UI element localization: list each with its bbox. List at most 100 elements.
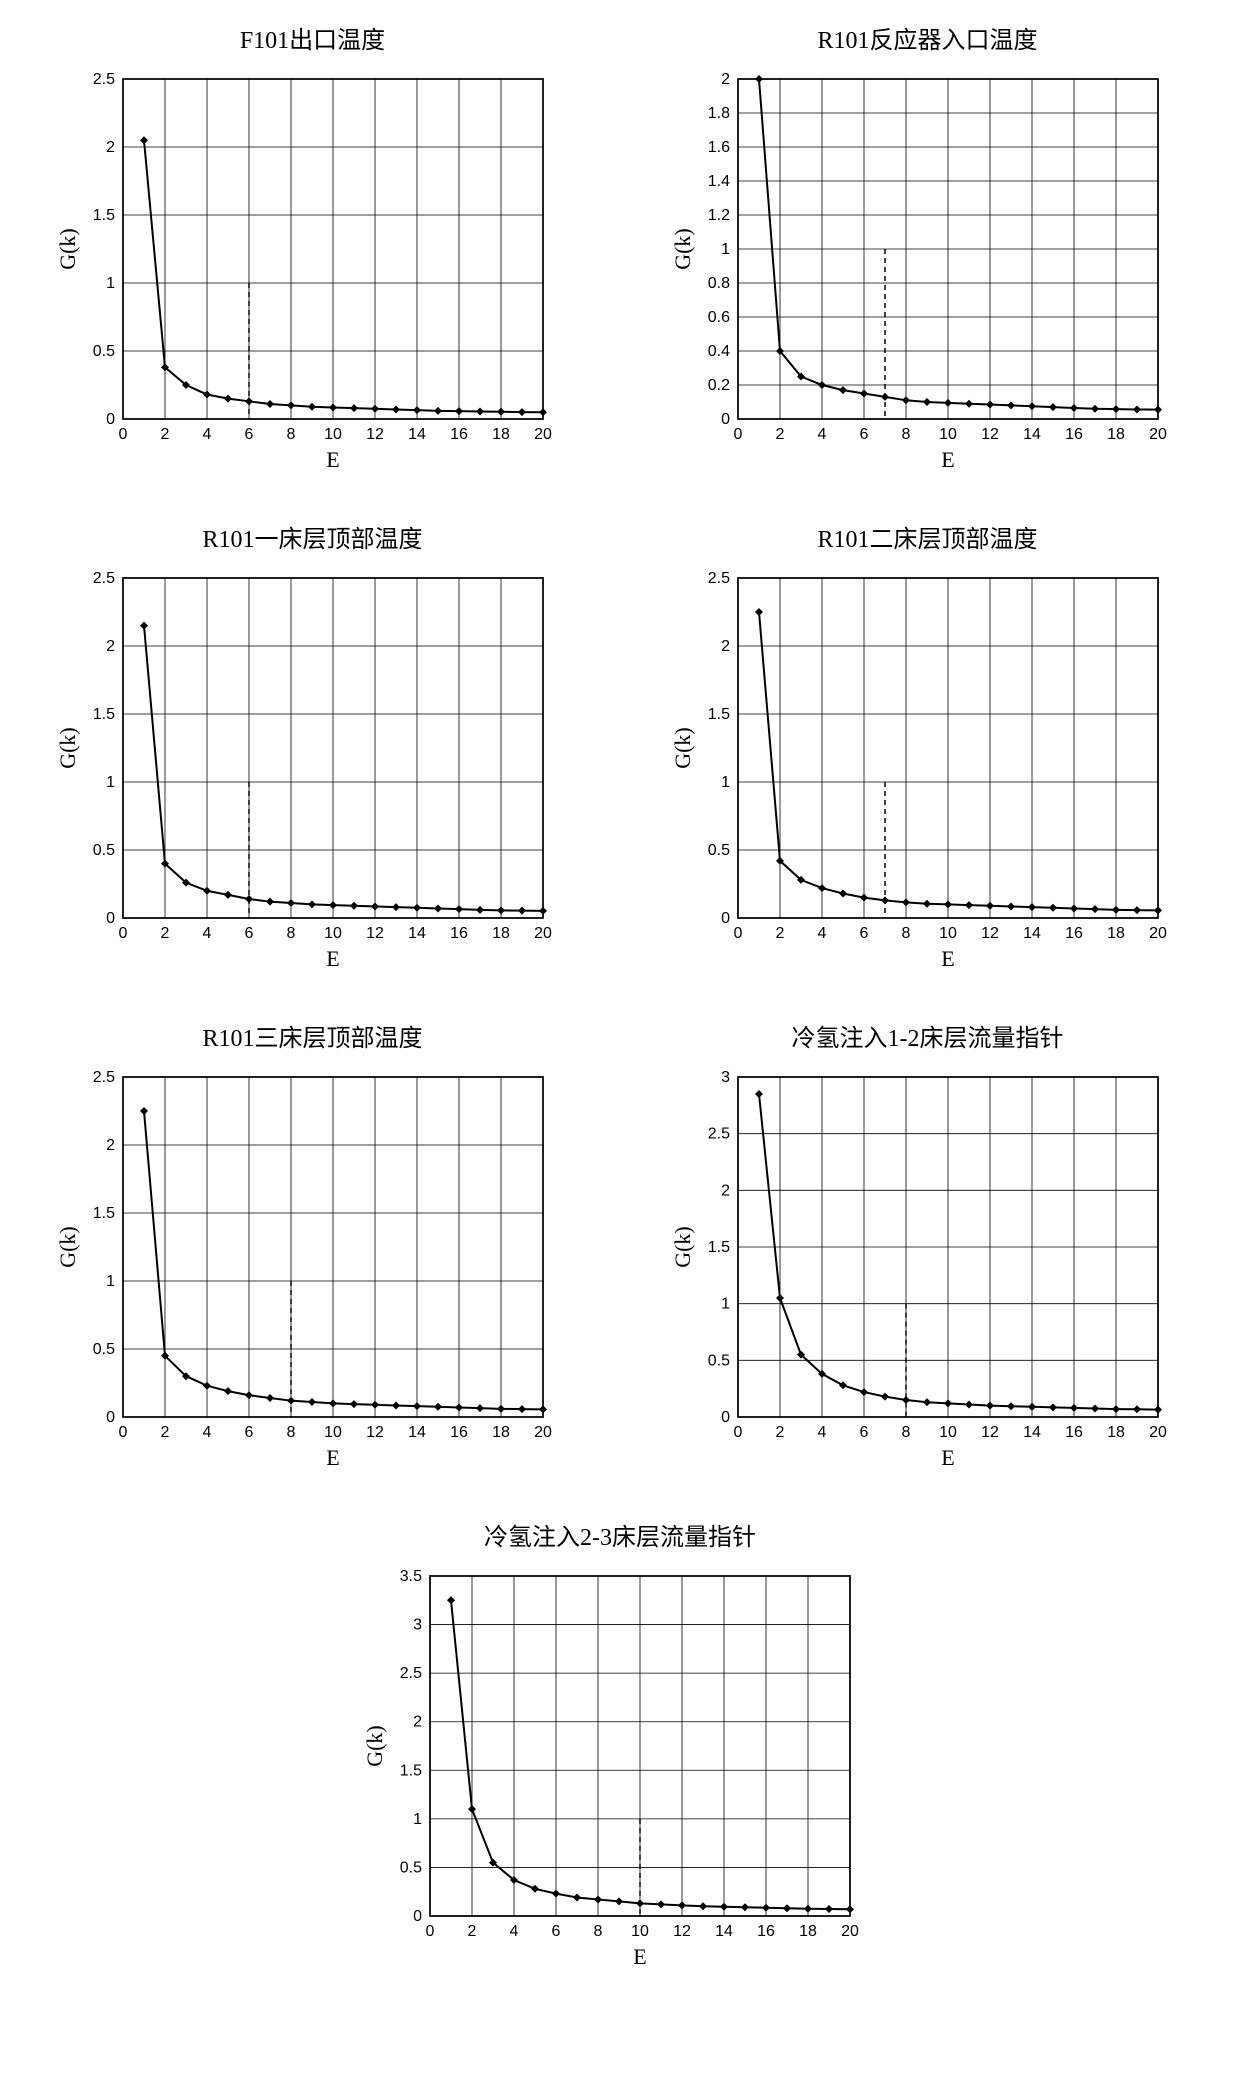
x-tick-label: 2 bbox=[775, 925, 784, 942]
y-tick-label: 2 bbox=[106, 638, 115, 655]
x-tick-label: 14 bbox=[1023, 426, 1041, 443]
x-tick-label: 18 bbox=[1107, 426, 1125, 443]
x-tick-label: 12 bbox=[366, 1424, 384, 1441]
y-tick-label: 1 bbox=[106, 275, 115, 292]
x-tick-label: 10 bbox=[631, 1923, 649, 1940]
chart-panel: 冷氢注入1-2床层流量指针0246810121416182000.511.522… bbox=[635, 1018, 1220, 1477]
x-tick-label: 8 bbox=[901, 925, 910, 942]
x-tick-label: 6 bbox=[859, 426, 868, 443]
x-tick-label: 12 bbox=[981, 1424, 999, 1441]
y-tick-label: 0.4 bbox=[707, 343, 729, 360]
y-tick-label: 1 bbox=[413, 1811, 422, 1828]
x-tick-label: 18 bbox=[492, 925, 510, 942]
y-tick-label: 1.6 bbox=[707, 139, 729, 156]
x-tick-label: 20 bbox=[534, 426, 552, 443]
y-tick-label: 2 bbox=[721, 71, 730, 88]
y-axis-label: G(k) bbox=[55, 228, 80, 270]
y-axis-label: G(k) bbox=[55, 1226, 80, 1268]
y-tick-label: 1 bbox=[106, 1273, 115, 1290]
x-tick-label: 12 bbox=[366, 426, 384, 443]
y-tick-label: 2 bbox=[106, 1137, 115, 1154]
y-tick-label: 3 bbox=[413, 1617, 422, 1634]
x-tick-label: 14 bbox=[408, 1424, 426, 1441]
x-tick-label: 14 bbox=[1023, 925, 1041, 942]
y-axis-label: G(k) bbox=[670, 228, 695, 270]
x-tick-label: 4 bbox=[202, 925, 211, 942]
x-tick-label: 4 bbox=[817, 426, 826, 443]
y-tick-label: 0.5 bbox=[92, 343, 114, 360]
x-tick-label: 4 bbox=[817, 925, 826, 942]
chart-title: R101二床层顶部温度 bbox=[817, 519, 1037, 554]
x-tick-label: 14 bbox=[1023, 1424, 1041, 1441]
x-tick-label: 20 bbox=[1149, 925, 1167, 942]
y-tick-label: 2 bbox=[106, 139, 115, 156]
y-tick-label: 1.4 bbox=[707, 173, 729, 190]
y-tick-label: 2 bbox=[721, 638, 730, 655]
x-tick-label: 14 bbox=[715, 1923, 733, 1940]
x-axis-label: E bbox=[633, 1944, 646, 1969]
y-tick-label: 0 bbox=[106, 910, 115, 927]
y-tick-label: 0 bbox=[106, 411, 115, 428]
y-axis-label: G(k) bbox=[55, 727, 80, 769]
x-axis-label: E bbox=[326, 447, 339, 472]
x-axis-label: E bbox=[326, 946, 339, 971]
x-tick-label: 4 bbox=[202, 426, 211, 443]
x-tick-label: 16 bbox=[1065, 426, 1083, 443]
x-tick-label: 10 bbox=[324, 1424, 342, 1441]
chart-panel: R101二床层顶部温度0246810121416182000.511.522.5… bbox=[635, 519, 1220, 978]
x-axis-label: E bbox=[941, 1445, 954, 1470]
x-tick-label: 8 bbox=[286, 1424, 295, 1441]
x-tick-label: 2 bbox=[160, 925, 169, 942]
chart-title: R101反应器入口温度 bbox=[817, 20, 1037, 55]
x-tick-label: 0 bbox=[118, 1424, 127, 1441]
y-tick-label: 2.5 bbox=[92, 1069, 114, 1086]
x-tick-label: 14 bbox=[408, 925, 426, 942]
y-tick-label: 0.5 bbox=[92, 842, 114, 859]
x-tick-label: 12 bbox=[366, 925, 384, 942]
chart-title: R101三床层顶部温度 bbox=[202, 1018, 422, 1053]
chart-panel: R101三床层顶部温度0246810121416182000.511.522.5… bbox=[20, 1018, 605, 1477]
x-tick-label: 16 bbox=[1065, 1424, 1083, 1441]
chart-panel: R101反应器入口温度0246810121416182000.20.40.60.… bbox=[635, 20, 1220, 479]
y-tick-label: 2.5 bbox=[707, 570, 729, 587]
x-tick-label: 20 bbox=[1149, 1424, 1167, 1441]
chart-title: 冷氢注入2-3床层流量指针 bbox=[484, 1517, 756, 1552]
x-tick-label: 6 bbox=[244, 426, 253, 443]
y-tick-label: 0.5 bbox=[707, 842, 729, 859]
x-tick-label: 2 bbox=[775, 426, 784, 443]
chart-title: R101一床层顶部温度 bbox=[202, 519, 422, 554]
y-tick-label: 0 bbox=[721, 1409, 730, 1426]
x-tick-label: 2 bbox=[775, 1424, 784, 1441]
chart-title: F101出口温度 bbox=[240, 20, 385, 55]
y-tick-label: 1 bbox=[721, 774, 730, 791]
x-axis-label: E bbox=[941, 447, 954, 472]
y-tick-label: 1.2 bbox=[707, 207, 729, 224]
x-tick-label: 16 bbox=[757, 1923, 775, 1940]
y-tick-label: 2 bbox=[413, 1714, 422, 1731]
chart-svg: 0246810121416182000.20.40.60.811.21.41.6… bbox=[668, 59, 1188, 479]
x-tick-label: 12 bbox=[673, 1923, 691, 1940]
y-axis-label: G(k) bbox=[362, 1725, 387, 1767]
x-tick-label: 18 bbox=[492, 426, 510, 443]
x-tick-label: 4 bbox=[510, 1923, 519, 1940]
chart-panel: R101一床层顶部温度0246810121416182000.511.522.5… bbox=[20, 519, 605, 978]
x-tick-label: 6 bbox=[859, 925, 868, 942]
x-tick-label: 6 bbox=[552, 1923, 561, 1940]
x-tick-label: 2 bbox=[160, 426, 169, 443]
x-tick-label: 6 bbox=[244, 1424, 253, 1441]
x-tick-label: 16 bbox=[450, 1424, 468, 1441]
chart-panel: F101出口温度0246810121416182000.511.522.5EG(… bbox=[20, 20, 605, 479]
x-tick-label: 16 bbox=[1065, 925, 1083, 942]
chart-panel: 冷氢注入2-3床层流量指针0246810121416182000.511.522… bbox=[20, 1517, 1220, 1976]
y-tick-label: 2 bbox=[721, 1182, 730, 1199]
x-tick-label: 4 bbox=[817, 1424, 826, 1441]
x-tick-label: 10 bbox=[939, 925, 957, 942]
y-tick-label: 0.6 bbox=[707, 309, 729, 326]
y-tick-label: 3 bbox=[721, 1069, 730, 1086]
x-tick-label: 2 bbox=[468, 1923, 477, 1940]
y-tick-label: 1.5 bbox=[707, 706, 729, 723]
x-tick-label: 18 bbox=[1107, 1424, 1125, 1441]
y-tick-label: 0 bbox=[106, 1409, 115, 1426]
x-tick-label: 0 bbox=[118, 426, 127, 443]
x-tick-label: 10 bbox=[324, 925, 342, 942]
